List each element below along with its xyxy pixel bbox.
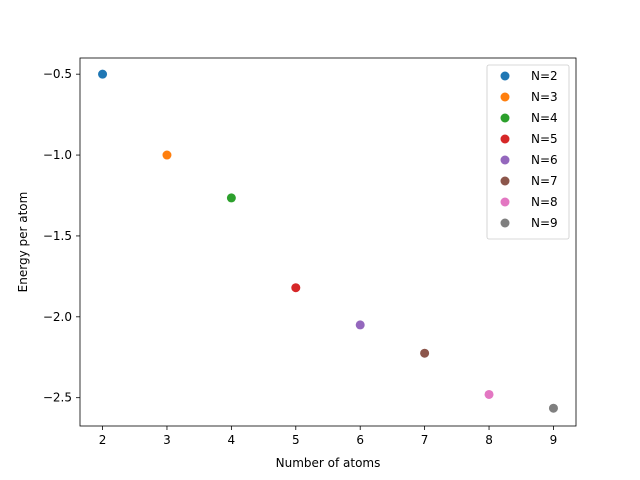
x-axis-label: Number of atoms — [276, 456, 381, 470]
y-axis-label: Energy per atom — [16, 192, 30, 293]
data-point-n9 — [548, 403, 558, 413]
y-axis-ticks: −0.5 −1.0 −1.5 −2.0 −2.5 — [43, 67, 80, 405]
x-tick-label: 6 — [356, 433, 364, 447]
legend-box — [486, 64, 570, 240]
x-tick-label: 8 — [485, 433, 493, 447]
legend-label: N=5 — [531, 132, 558, 146]
legend-label: N=9 — [531, 216, 558, 230]
data-point-n7 — [420, 348, 430, 358]
legend-label: N=7 — [531, 174, 558, 188]
legend-label: N=3 — [531, 90, 558, 104]
legend-marker — [500, 71, 510, 81]
y-tick-label: −1.0 — [43, 148, 72, 162]
legend-marker — [500, 176, 510, 186]
data-point-n4 — [226, 193, 236, 203]
x-tick-label: 9 — [550, 433, 558, 447]
plot-frame — [79, 57, 577, 427]
data-point-n6 — [355, 320, 365, 330]
legend-label: N=4 — [531, 111, 558, 125]
y-tick-label: −2.0 — [43, 310, 72, 324]
legend-marker — [500, 197, 510, 207]
legend-marker — [500, 218, 510, 228]
legend-marker — [500, 113, 510, 123]
legend-marker — [500, 92, 510, 102]
legend-label: N=6 — [531, 153, 558, 167]
plot-marks — [98, 69, 558, 413]
y-tick-label: −1.5 — [43, 229, 72, 243]
y-tick-label: −2.5 — [43, 391, 72, 405]
x-tick-label: 7 — [421, 433, 429, 447]
legend-label: N=8 — [531, 195, 558, 209]
legend-label: N=2 — [531, 69, 558, 83]
x-tick-label: 4 — [228, 433, 236, 447]
data-point-n3 — [162, 150, 172, 160]
legend-marker — [500, 155, 510, 165]
data-point-n2 — [98, 69, 108, 79]
data-point-n5 — [291, 283, 301, 293]
x-tick-label: 3 — [163, 433, 171, 447]
y-tick-label: −0.5 — [43, 67, 72, 81]
x-axis-ticks: 2 3 4 5 6 7 8 9 — [99, 426, 558, 447]
legend-marker — [500, 134, 510, 144]
x-tick-label: 2 — [99, 433, 107, 447]
legend: N=2 N=3 N=4 N=5 N=6 N=7 N=8 N=9 — [486, 64, 570, 240]
x-tick-label: 5 — [292, 433, 300, 447]
data-point-n8 — [484, 389, 494, 399]
